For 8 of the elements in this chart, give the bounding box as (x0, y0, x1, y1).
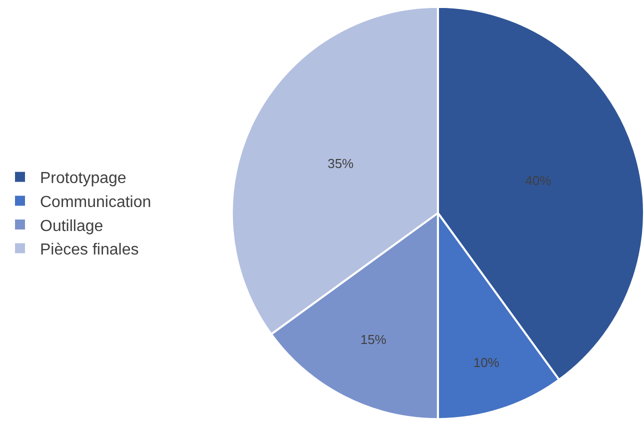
legend-label: Prototypage (40, 170, 126, 188)
data-label: 10% (473, 355, 500, 370)
legend-label: Outillage (40, 218, 104, 235)
data-label: 40% (525, 172, 552, 188)
legend-label: Communication (40, 194, 152, 211)
legend-label: Pièces finales (40, 242, 139, 259)
data-label: 35% (328, 156, 354, 172)
data-label: 15% (360, 332, 387, 347)
